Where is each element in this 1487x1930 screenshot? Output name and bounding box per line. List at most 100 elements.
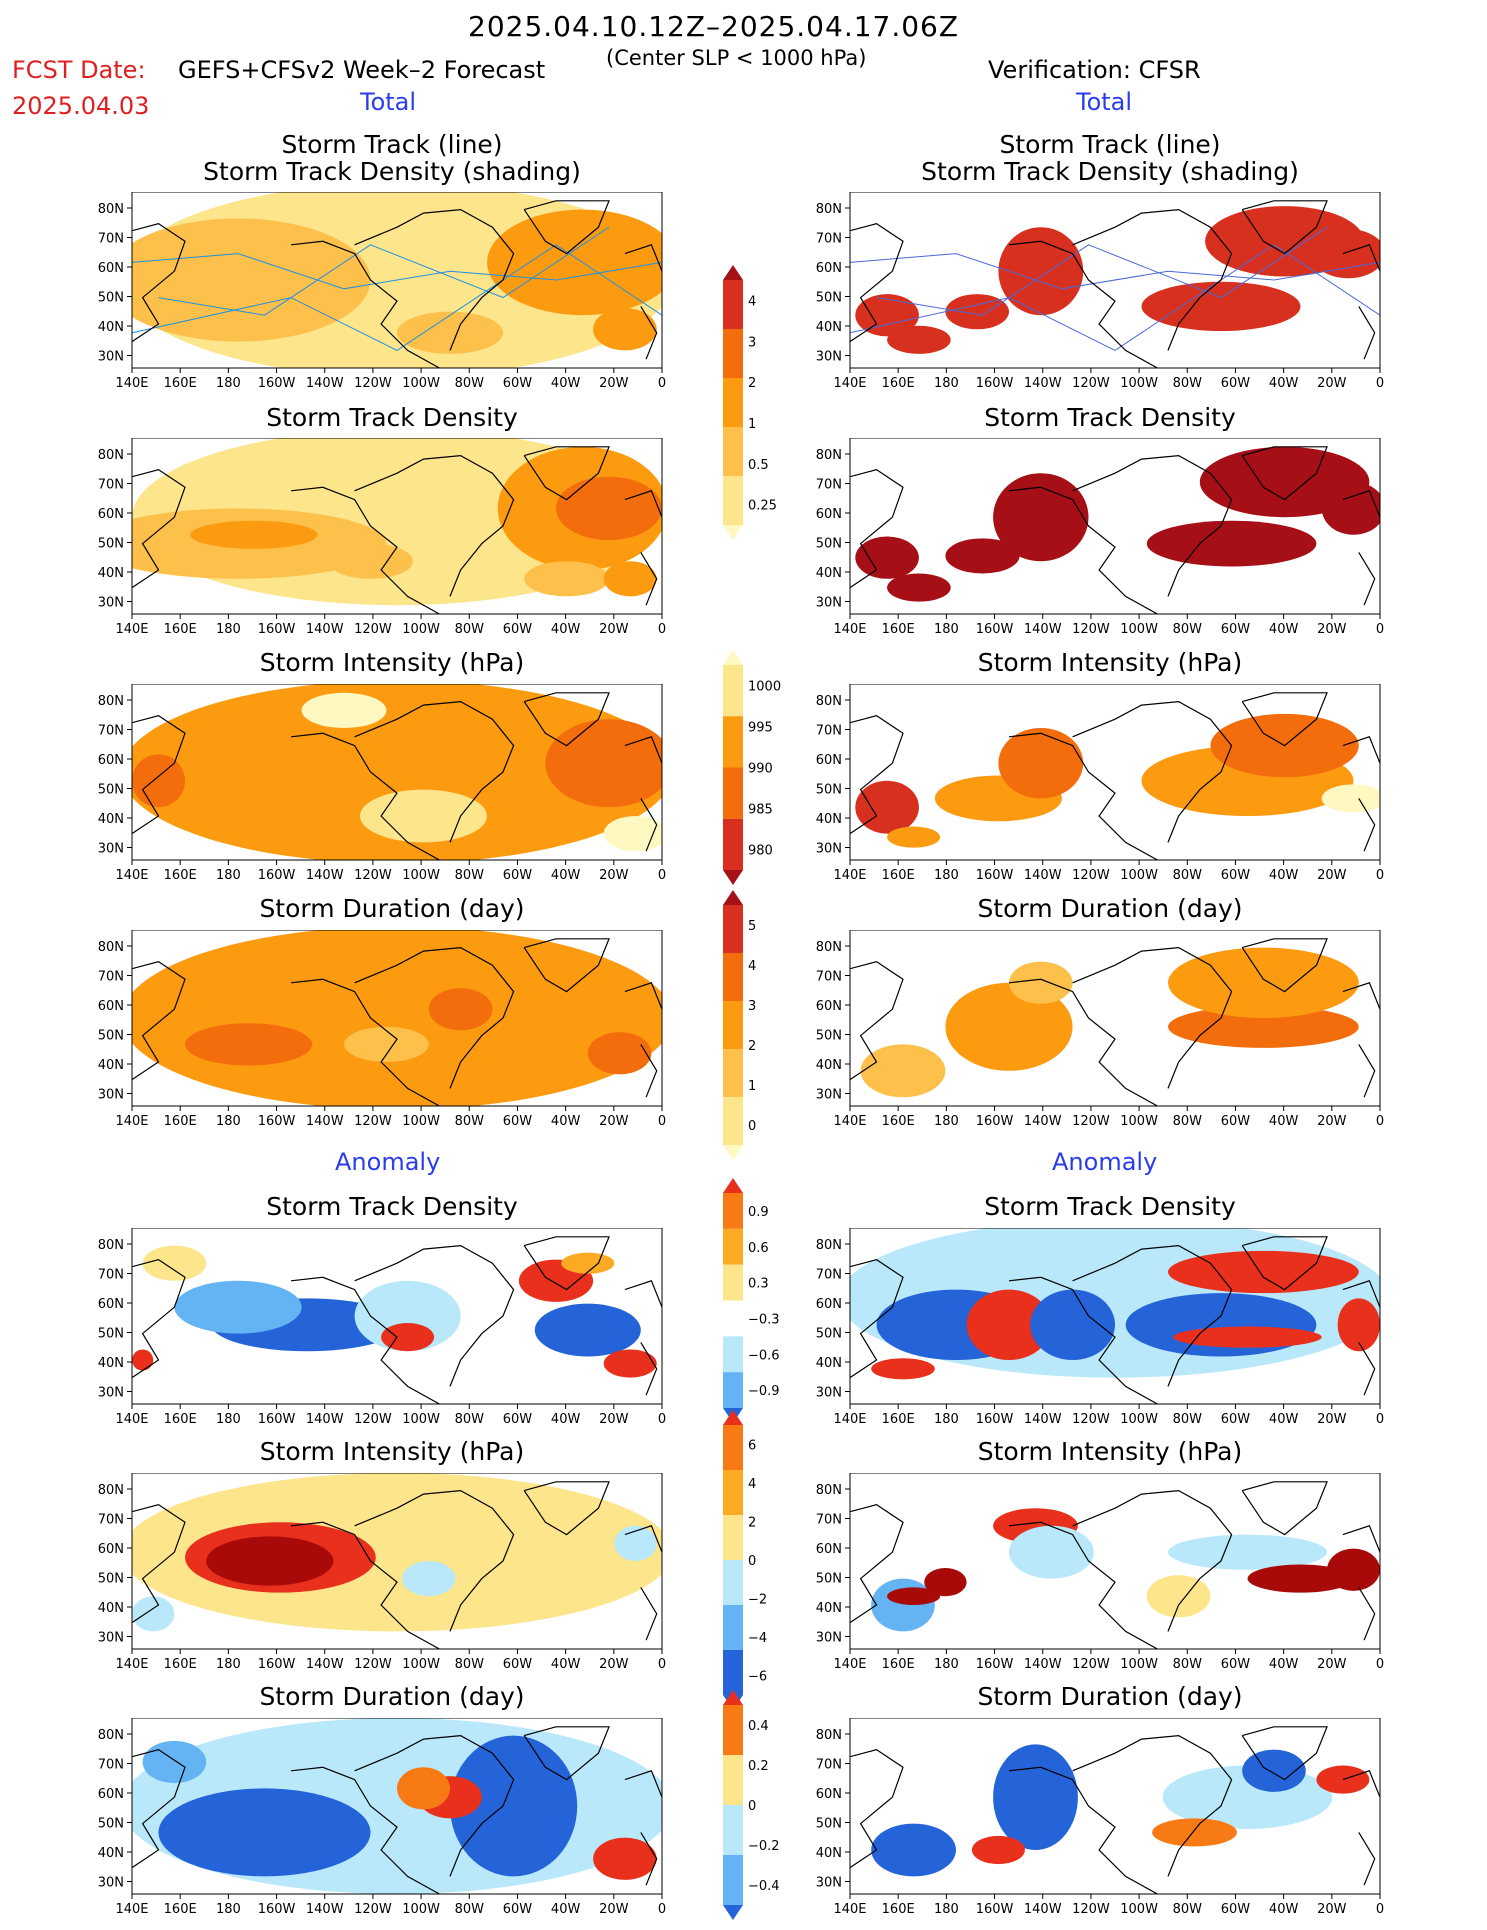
lat-tick-label: 70N xyxy=(98,232,124,247)
shading-area xyxy=(174,1280,302,1334)
lat-tick-label: 60N xyxy=(98,999,124,1014)
lon-tick-label: 0 xyxy=(658,622,666,637)
coastline xyxy=(290,240,440,368)
storm-track-line xyxy=(850,253,1380,290)
coastline xyxy=(1358,1587,1376,1641)
lon-tick-label: 100W xyxy=(402,1657,440,1672)
coastline xyxy=(1241,938,1328,993)
lon-tick-label: 60W xyxy=(1221,1114,1251,1129)
lat-tick-label: 30N xyxy=(98,1088,124,1103)
shading-area xyxy=(142,1740,207,1784)
coastline xyxy=(523,1481,610,1536)
lon-tick-label: 20W xyxy=(1317,1902,1347,1917)
shading-area xyxy=(1173,1326,1322,1348)
lon-tick-label: 80W xyxy=(455,376,485,391)
lon-tick-label: 160W xyxy=(258,868,296,883)
lon-tick-label: 120W xyxy=(1072,868,1110,883)
lon-tick-label: 20W xyxy=(1317,622,1347,637)
lon-tick-label: 20W xyxy=(599,376,629,391)
shading-area xyxy=(887,1587,941,1605)
coastline xyxy=(1358,798,1376,852)
coastline xyxy=(850,1259,904,1379)
coastline xyxy=(640,1044,658,1098)
shading-area xyxy=(924,1568,967,1597)
lon-tick-label: 100W xyxy=(402,868,440,883)
coastline xyxy=(354,700,515,843)
shading-area xyxy=(397,1767,450,1810)
anomaly-label-right: Anomaly xyxy=(1052,1148,1158,1176)
lat-tick-label: 50N xyxy=(98,1029,124,1044)
coastline xyxy=(1008,1276,1158,1404)
lat-tick-label: 80N xyxy=(816,694,842,709)
colorbar-anom-density: 0.9 0.6 0.3 −0.3 −0.6 −0.9 xyxy=(723,1178,780,1423)
colorbar-label: 980 xyxy=(748,844,773,859)
lat-tick-label: 80N xyxy=(98,202,124,217)
lon-tick-label: 140E xyxy=(115,1412,148,1427)
lon-tick-label: 20W xyxy=(599,1114,629,1129)
lon-tick-label: 120W xyxy=(1072,622,1110,637)
lon-tick-label: 80W xyxy=(455,868,485,883)
colorbar-label: 0 xyxy=(748,1554,756,1569)
shading-area xyxy=(142,1245,207,1281)
shading-area xyxy=(1141,281,1301,332)
lat-tick-label: 70N xyxy=(816,1268,842,1283)
shading-area xyxy=(1168,1250,1359,1294)
map-panel-right-0: 140E 160E 180 160W 140W 120W 100W 80W 60W 40W 20W 0… xyxy=(816,192,1384,391)
coastline xyxy=(1072,208,1233,351)
shading-area xyxy=(855,780,919,834)
lon-tick-label: 80W xyxy=(1173,1114,1203,1129)
lon-tick-label: 60W xyxy=(1221,868,1251,883)
lon-tick-label: 140E xyxy=(833,1902,866,1917)
lon-tick-label: 140W xyxy=(1024,1412,1062,1427)
map-panel-left-6: 140E 160E 180 160W 140W 120W 100W 80W 60W 40W 20W 0… xyxy=(98,1718,666,1917)
map-panel-left-0: 140E 160E 180 160W 140W 120W 100W 80W 60W 40W 20W 0… xyxy=(98,192,666,391)
coastline xyxy=(640,1342,658,1396)
colorbar-label: −6 xyxy=(748,1670,767,1685)
colorbar-label: 990 xyxy=(748,762,773,777)
shading-area xyxy=(1009,1525,1094,1579)
map-panel-left-4: 140E 160E 180 160W 140W 120W 100W 80W 60W 40W 20W 0… xyxy=(98,1228,666,1427)
lon-tick-label: 0 xyxy=(1376,622,1384,637)
coastline xyxy=(132,1504,186,1624)
lon-tick-label: 20W xyxy=(1317,1412,1347,1427)
lon-tick-label: 120W xyxy=(1072,1412,1110,1427)
lon-tick-label: 180 xyxy=(216,1902,241,1917)
lon-tick-label: 120W xyxy=(1072,1902,1110,1917)
lon-tick-label: 0 xyxy=(658,1902,666,1917)
lon-tick-label: 0 xyxy=(1376,1902,1384,1917)
lon-tick-label: 100W xyxy=(402,1114,440,1129)
colorbar-label: 1 xyxy=(748,1079,756,1094)
shading-area xyxy=(428,988,493,1031)
lon-tick-label: 140W xyxy=(306,376,344,391)
lat-tick-label: 50N xyxy=(98,537,124,552)
lat-tick-label: 70N xyxy=(816,232,842,247)
coastline xyxy=(1241,692,1328,747)
lon-tick-label: 100W xyxy=(1120,868,1158,883)
lon-tick-label: 160E xyxy=(164,868,197,883)
shading-area xyxy=(354,1280,461,1352)
lat-tick-label: 70N xyxy=(816,478,842,493)
shading-area xyxy=(993,1744,1078,1850)
shading-area xyxy=(1168,1534,1327,1570)
lon-tick-label: 160W xyxy=(976,622,1014,637)
lon-tick-label: 180 xyxy=(934,868,959,883)
lon-tick-label: 140W xyxy=(306,1657,344,1672)
lat-tick-label: 60N xyxy=(816,1542,842,1557)
title-track-line-right: Storm Track (line) xyxy=(999,130,1221,159)
lon-tick-label: 0 xyxy=(658,1657,666,1672)
shading-area xyxy=(587,1032,652,1075)
lon-tick-label: 140E xyxy=(115,1902,148,1917)
colorbar-label: 985 xyxy=(748,803,773,818)
shading-area xyxy=(1009,961,1073,1004)
shading-area xyxy=(1247,1564,1354,1593)
shading-area xyxy=(460,1490,567,1597)
title-anom-intensity-left: Storm Intensity (hPa) xyxy=(259,1437,525,1466)
lon-tick-label: 160W xyxy=(976,1902,1014,1917)
lon-tick-label: 180 xyxy=(934,376,959,391)
lon-tick-label: 120W xyxy=(1072,376,1110,391)
coastline xyxy=(1008,978,1158,1106)
coastline xyxy=(523,1726,610,1781)
coastline xyxy=(1072,700,1233,843)
coastline xyxy=(523,1236,610,1291)
lon-tick-label: 160E xyxy=(164,622,197,637)
